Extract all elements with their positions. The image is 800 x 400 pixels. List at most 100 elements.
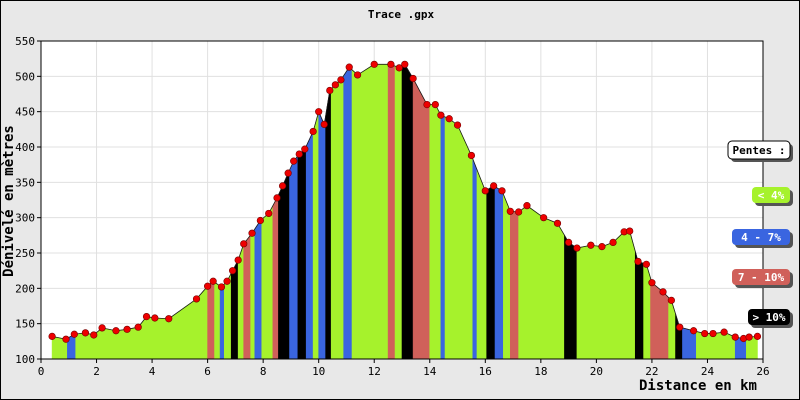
x-tick-label: 10 bbox=[312, 365, 325, 378]
slope-segment-lt4 bbox=[223, 273, 232, 360]
data-point bbox=[309, 127, 317, 136]
data-point bbox=[301, 145, 309, 153]
data-point bbox=[689, 327, 698, 335]
data-point bbox=[490, 182, 498, 190]
x-tick-label: 0 bbox=[38, 365, 45, 378]
data-point bbox=[387, 60, 395, 68]
slope-segment-7to10 bbox=[207, 280, 215, 360]
slope-segment-gt10 bbox=[297, 146, 307, 360]
x-tick-label: 26 bbox=[756, 365, 769, 378]
slope-segment-4to7 bbox=[254, 218, 263, 360]
slope-segment-4to7 bbox=[289, 154, 299, 360]
data-point bbox=[331, 81, 339, 89]
slope-segment-lt4 bbox=[643, 262, 651, 360]
y-tick-label: 500 bbox=[15, 70, 35, 83]
x-tick-label: 12 bbox=[368, 365, 381, 378]
data-point bbox=[320, 120, 328, 128]
data-point bbox=[445, 115, 453, 123]
slope-segment-lt4 bbox=[429, 104, 442, 360]
data-point bbox=[90, 331, 98, 339]
data-point bbox=[370, 60, 378, 68]
y-tick-label: 450 bbox=[15, 106, 35, 119]
slope-segment-gt10 bbox=[230, 259, 239, 360]
data-point bbox=[395, 64, 403, 72]
slope-segment-4to7 bbox=[305, 131, 314, 360]
data-point bbox=[337, 76, 345, 84]
legend-title: Pentes : bbox=[733, 144, 786, 157]
data-point bbox=[248, 229, 256, 237]
data-point bbox=[553, 219, 562, 227]
data-point bbox=[315, 108, 323, 116]
y-tick-label: 550 bbox=[15, 35, 35, 48]
x-tick-label: 14 bbox=[423, 365, 437, 378]
data-point bbox=[256, 216, 264, 225]
y-tick-label: 300 bbox=[15, 212, 35, 225]
data-point bbox=[515, 208, 523, 216]
y-tick-label: 100 bbox=[15, 353, 35, 366]
legend-swatch-7to10 bbox=[732, 269, 790, 285]
slope-segment-4to7 bbox=[219, 283, 225, 360]
data-point bbox=[234, 256, 242, 264]
legend-label-lt4: < 4% bbox=[758, 189, 785, 202]
data-point bbox=[112, 327, 120, 335]
data-point bbox=[731, 333, 739, 341]
data-point bbox=[453, 121, 462, 129]
data-point bbox=[498, 187, 506, 195]
data-point bbox=[204, 282, 212, 290]
legend-swatch-lt4 bbox=[752, 187, 790, 203]
data-point bbox=[284, 169, 292, 177]
slope-segment-lt4 bbox=[261, 205, 274, 360]
x-tick-label: 4 bbox=[149, 365, 156, 378]
y-tick-label: 150 bbox=[15, 318, 35, 331]
data-point bbox=[437, 111, 445, 119]
data-point bbox=[467, 151, 476, 160]
data-point bbox=[540, 214, 548, 222]
slope-segment-lt4 bbox=[312, 111, 319, 360]
data-point bbox=[229, 267, 237, 275]
slope-segment-lt4 bbox=[351, 64, 389, 360]
data-point bbox=[720, 328, 728, 336]
slope-segment-4to7 bbox=[472, 158, 478, 360]
data-point bbox=[423, 100, 431, 109]
slope-segment-gt10 bbox=[634, 251, 644, 360]
slope-segment-gt10 bbox=[325, 88, 332, 360]
legend-label-4to7: 4 - 7% bbox=[741, 231, 781, 244]
data-point bbox=[481, 187, 489, 195]
data-point bbox=[295, 150, 303, 158]
legend-label-7to10: 7 - 10% bbox=[738, 271, 785, 284]
slope-segment-lt4 bbox=[503, 194, 511, 360]
data-point bbox=[745, 333, 753, 341]
y-tick-label: 200 bbox=[15, 282, 35, 295]
data-point bbox=[648, 279, 656, 287]
data-point bbox=[565, 238, 573, 246]
data-point bbox=[81, 329, 90, 337]
x-tick-label: 20 bbox=[590, 365, 603, 378]
data-point bbox=[48, 332, 56, 340]
x-tick-label: 16 bbox=[479, 365, 492, 378]
data-point bbox=[326, 86, 334, 95]
data-point bbox=[345, 63, 353, 71]
data-point bbox=[240, 240, 248, 248]
slope-segment-7to10 bbox=[272, 194, 279, 360]
data-point bbox=[98, 324, 106, 332]
data-point bbox=[598, 243, 606, 251]
data-point bbox=[701, 329, 709, 338]
slope-segment-4to7 bbox=[494, 186, 504, 360]
data-point bbox=[431, 100, 439, 109]
data-point bbox=[134, 323, 142, 331]
data-point bbox=[523, 202, 531, 210]
data-point bbox=[165, 315, 173, 323]
slope-segment-4to7 bbox=[318, 111, 326, 360]
data-point bbox=[587, 241, 595, 249]
legend: Pentes : < 4% 4 - 7% 7 - 10% > 10% bbox=[727, 140, 793, 328]
data-point bbox=[609, 238, 617, 246]
data-point bbox=[142, 313, 151, 321]
legend-swatch-4to7 bbox=[732, 229, 790, 245]
data-point bbox=[642, 260, 650, 268]
data-point bbox=[667, 296, 675, 304]
slope-segment-lt4 bbox=[476, 169, 488, 360]
slope-segment-lt4 bbox=[394, 65, 403, 360]
data-point bbox=[353, 71, 362, 79]
